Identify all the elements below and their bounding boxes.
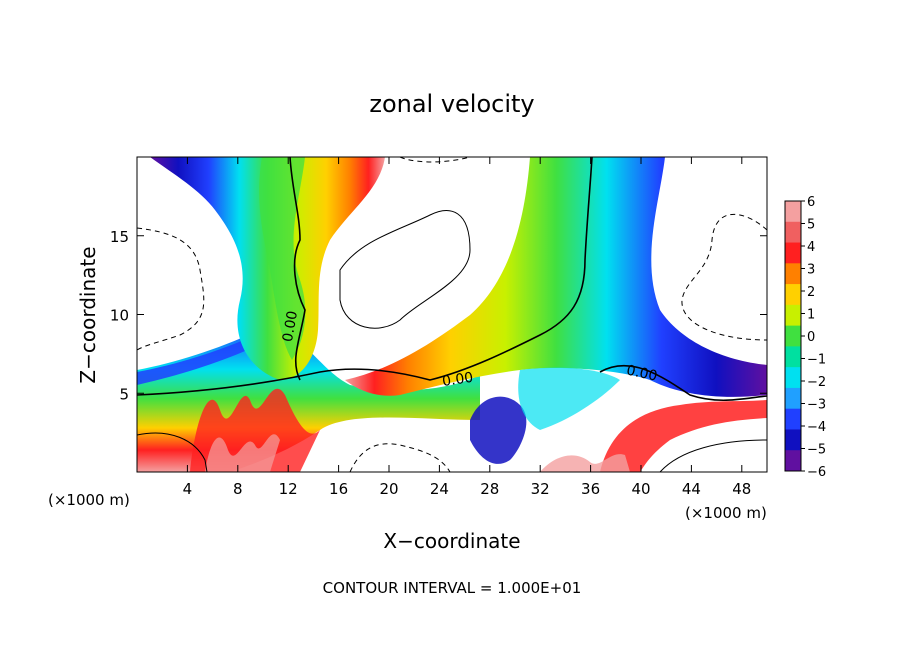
colorbar-swatch [785, 325, 801, 347]
lower-left-warm [205, 434, 280, 472]
x-tick-label: 12 [279, 480, 298, 498]
x-tick-label: 48 [732, 480, 751, 498]
x-tick-label: 32 [531, 480, 550, 498]
colorbar-label: −1 [807, 353, 826, 368]
colorbar-swatch [785, 450, 801, 472]
left-plume [150, 157, 385, 380]
colorbar-swatch [785, 201, 801, 223]
center-blue-pool [470, 396, 527, 464]
x-tick-label: 20 [379, 480, 398, 498]
y-tick-label: 10 [110, 307, 129, 325]
colorbar-label: −3 [807, 398, 826, 413]
right-band-lower [600, 400, 767, 472]
x-unit-right: (×1000 m) [685, 504, 767, 522]
contour-zero-left [137, 157, 593, 396]
lower-left-blue-edge [137, 328, 270, 385]
y-tick-label: 5 [119, 385, 129, 403]
colorbar-label: 6 [807, 195, 815, 210]
x-unit-left: (×1000 m) [48, 491, 130, 509]
y-axis-label: Z−coordinate [76, 246, 100, 383]
x-tick-label: 4 [183, 480, 193, 498]
colorbar-swatch [785, 367, 801, 389]
left-plume-core [259, 157, 306, 360]
contour-label: 0.00 [625, 363, 659, 385]
colorbar-label: −4 [807, 420, 826, 435]
colorbar-swatch [785, 242, 801, 264]
colorbar-swatch [785, 263, 801, 285]
colorbar: 6 5 4 3 2 1 0 −1 −2 −3 −4 −5 −6 [784, 195, 826, 480]
contour-interval-footer: CONTOUR INTERVAL = 1.000E+01 [323, 579, 582, 597]
colorbar-label: 5 [807, 218, 815, 233]
x-axis-ticks: 4 8 12 16 20 24 28 32 36 40 44 48 [183, 157, 751, 498]
x-tick-label: 16 [329, 480, 348, 498]
chart-title: zonal velocity [369, 90, 534, 118]
y-axis-ticks: 5 10 15 [110, 228, 767, 403]
contour-zero-right [599, 364, 767, 401]
x-tick-label: 36 [581, 480, 600, 498]
colorbar-label: 3 [807, 263, 815, 278]
colorbar-label: −6 [807, 465, 826, 480]
x-axis-label: X−coordinate [383, 529, 520, 553]
center-cyan-pool [518, 367, 620, 430]
x-tick-label: 44 [682, 480, 701, 498]
colorbar-swatch [785, 221, 801, 244]
contour-label: 0.00 [280, 310, 301, 343]
contour-label: 0.00 [441, 370, 474, 390]
colorbar-swatch [785, 304, 801, 327]
x-tick-label: 8 [233, 480, 243, 498]
contour-positive-right [659, 439, 767, 472]
contour-negative-bottom [349, 443, 451, 472]
contour-positive-upper [339, 210, 471, 329]
contour-negative-right [681, 213, 767, 341]
x-tick-label: 24 [430, 480, 449, 498]
colorbar-label: 4 [807, 240, 815, 255]
colorbar-label: 0 [807, 330, 815, 345]
colorbar-label: −2 [807, 375, 826, 390]
contour-zero-plume [289, 157, 306, 381]
contour-negative-top [399, 157, 471, 163]
contour-negative-left [137, 227, 205, 351]
colorbar-swatch [785, 429, 801, 451]
x-tick-label: 28 [480, 480, 499, 498]
colorbar-swatch [785, 284, 801, 306]
contour-positive-lower [137, 432, 208, 472]
colorbar-swatch [785, 346, 801, 368]
upper-right-plume [345, 157, 767, 397]
colorbar-label: −5 [807, 443, 826, 458]
colorbar-swatch [785, 408, 801, 430]
contour-labels: 0.00 0.00 0.00 [280, 310, 659, 390]
y-tick-label: 15 [110, 228, 129, 246]
right-band-warm [540, 454, 630, 472]
velocity-field: 0.00 0.00 0.00 [137, 157, 767, 472]
colorbar-label: 1 [807, 308, 815, 323]
colorbar-swatch [785, 387, 801, 410]
colorbar-label: 2 [807, 285, 815, 300]
x-tick-label: 40 [631, 480, 650, 498]
